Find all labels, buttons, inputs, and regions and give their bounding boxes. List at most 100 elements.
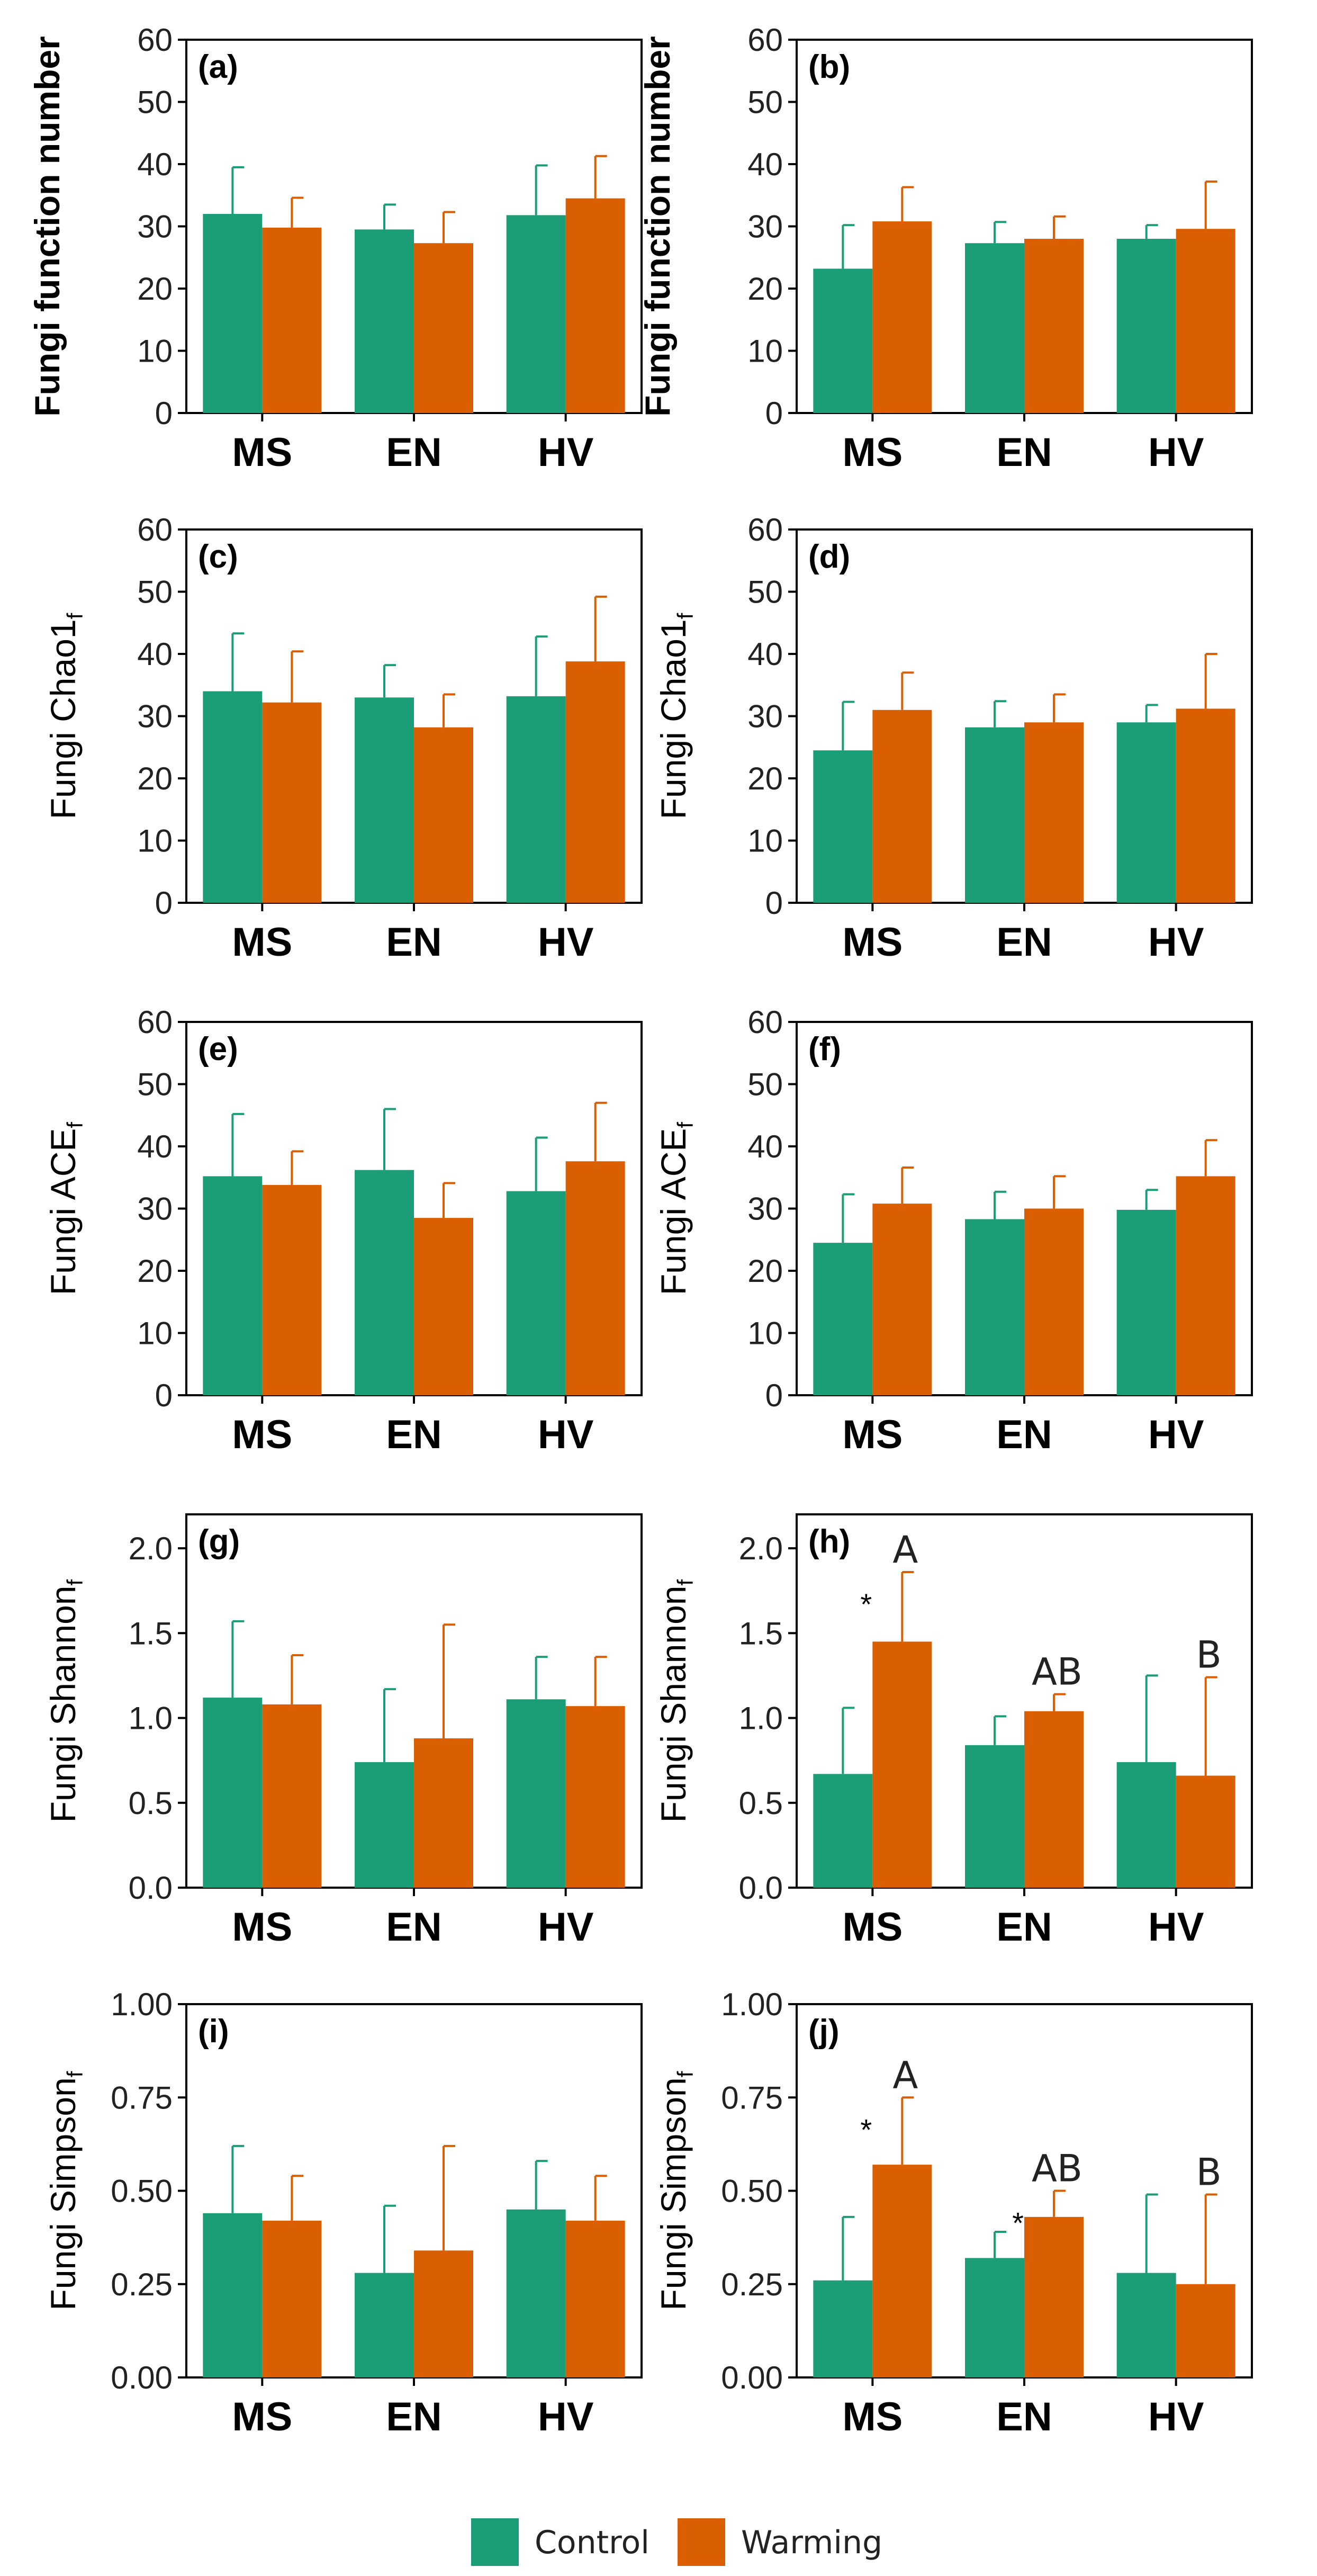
bar-control-hv [506,1191,566,1395]
bar-warming-en [414,243,473,413]
bar-warming-ms [262,1184,322,1395]
y-tick-label: 10 [747,1316,783,1351]
y-tick-label: 0.25 [111,2267,173,2302]
y-axis-label: Fungi function number [638,36,677,417]
legend-swatch-warming [678,2518,725,2566]
bar-warming-ms [872,2165,932,2377]
bar-warming-hv [565,1161,625,1395]
y-axis-label-text: Fungi Shannon [43,1585,83,1823]
panels: 0 10 20 30 40 50 60 Fungi function number (a) MS E… [28,22,1253,2439]
bar-control-en [355,697,414,903]
panel-tag: (h) [808,1523,850,1560]
significance-letter: AB [1032,2147,1083,2191]
bar-control-hv [1116,722,1176,903]
x-tick-label: MS [842,2394,903,2439]
bar-control-en [965,1745,1024,1888]
bar-warming-en [414,1738,473,1888]
y-axis-label-subscript: f [62,2071,87,2077]
significance-letter: A [892,2053,918,2097]
y-tick-label: 20 [137,1253,173,1289]
bar-warming-hv [565,2220,625,2377]
panel-tag: (a) [198,49,238,85]
y-tick-label: 50 [137,575,173,610]
y-axis-label-subscript: f [62,613,87,619]
bar-control-en [965,2258,1024,2377]
y-axis-label-text: Fungi ACE [654,1128,693,1296]
panel-tag: (j) [808,2013,840,2050]
x-tick-label: HV [1148,1412,1204,1457]
significance-star: * [860,2113,872,2146]
bar-control-ms [203,1176,263,1395]
y-axis-label: Fungi ACEf [43,1122,87,1296]
y-tick-label: 40 [747,1129,783,1164]
bar-warming-hv [1176,229,1235,413]
bar-warming-hv [1176,1176,1235,1395]
bar-warming-en [1024,1711,1084,1888]
y-tick-label: 30 [747,1191,783,1227]
bar-control-hv [506,1699,566,1888]
bar-control-ms [203,1698,263,1888]
y-tick-label: 0.50 [721,2174,783,2209]
x-tick-label: EN [996,1905,1052,1950]
x-tick-label: HV [1148,2394,1204,2439]
y-tick-label: 0.0 [129,1870,173,1906]
bar-control-ms [813,268,873,413]
x-tick-label: EN [386,430,442,475]
bar-control-en [355,1170,414,1395]
y-tick-label: 40 [137,636,173,672]
significance-star: * [1012,2206,1024,2240]
y-axis-label: Fungi function number [28,36,67,417]
bar-warming-ms [262,702,322,903]
significance-letter: AB [1032,1650,1083,1694]
y-tick-label: 20 [747,1253,783,1289]
legend-label-control: Control [535,2524,650,2561]
y-tick-label: 0.75 [721,2080,783,2115]
y-tick-label: 0 [155,1378,173,1413]
y-axis-label-subscript: f [673,613,698,619]
y-axis-label-text: Fungi Chao1 [654,619,693,819]
bar-control-en [355,1762,414,1888]
bar-warming-ms [262,227,322,413]
bar-control-hv [1116,2273,1176,2377]
bar-warming-en [1024,239,1084,413]
y-tick-label: 50 [137,85,173,120]
y-tick-label: 0.0 [739,1870,783,1906]
bar-warming-ms [262,1704,322,1888]
y-tick-label: 0 [765,1378,783,1413]
y-tick-label: 0 [155,885,173,921]
bar-control-ms [813,750,873,903]
x-tick-label: MS [232,2394,292,2439]
y-tick-label: 20 [137,761,173,796]
chart-panel-f: 0 10 20 30 40 50 60 Fungi ACEf (f) MS EN HV [654,1004,1253,1457]
x-tick-label: EN [386,1412,442,1457]
x-tick-label: HV [538,1412,594,1457]
y-tick-label: 30 [137,699,173,734]
x-tick-label: HV [1148,1905,1204,1950]
bar-control-en [965,243,1024,413]
y-tick-label: 50 [747,575,783,610]
y-axis-label-text: Fungi Shannon [654,1585,693,1823]
y-tick-label: 20 [747,271,783,307]
y-tick-label: 40 [747,636,783,672]
chart-panel-a: 0 10 20 30 40 50 60 Fungi function number (a) MS E… [28,22,643,475]
y-axis-label-subscript: f [62,1579,87,1585]
y-axis-label: Fungi ACEf [654,1122,698,1296]
x-tick-label: HV [538,430,594,475]
legend-label-warming: Warming [741,2524,882,2561]
significance-star: * [860,1587,872,1621]
bar-warming-ms [872,1641,932,1888]
y-tick-label: 40 [137,1129,173,1164]
x-tick-label: MS [842,430,903,475]
y-axis-label-subscript: f [673,1122,698,1128]
panel-tag: (i) [198,2013,229,2050]
significance-letter: B [1196,2151,1222,2194]
chart-panel-g: 0.0 0.5 1.0 1.5 2.0 Fungi Shannonf (g) MS EN HV [43,1513,643,1950]
chart-panel-h: 0.0 0.5 1.0 1.5 2.0 Fungi Shannonf (h) MS A EN AB H… [654,1513,1253,1950]
y-tick-label: 40 [137,147,173,182]
bar-control-en [355,229,414,413]
x-tick-label: EN [996,430,1052,475]
chart-panel-c: 0 10 20 30 40 50 60 Fungi Chao1f (c) MS EN HV [43,512,643,965]
y-axis-label: Fungi Shannonf [43,1579,87,1823]
x-tick-label: MS [842,1412,903,1457]
